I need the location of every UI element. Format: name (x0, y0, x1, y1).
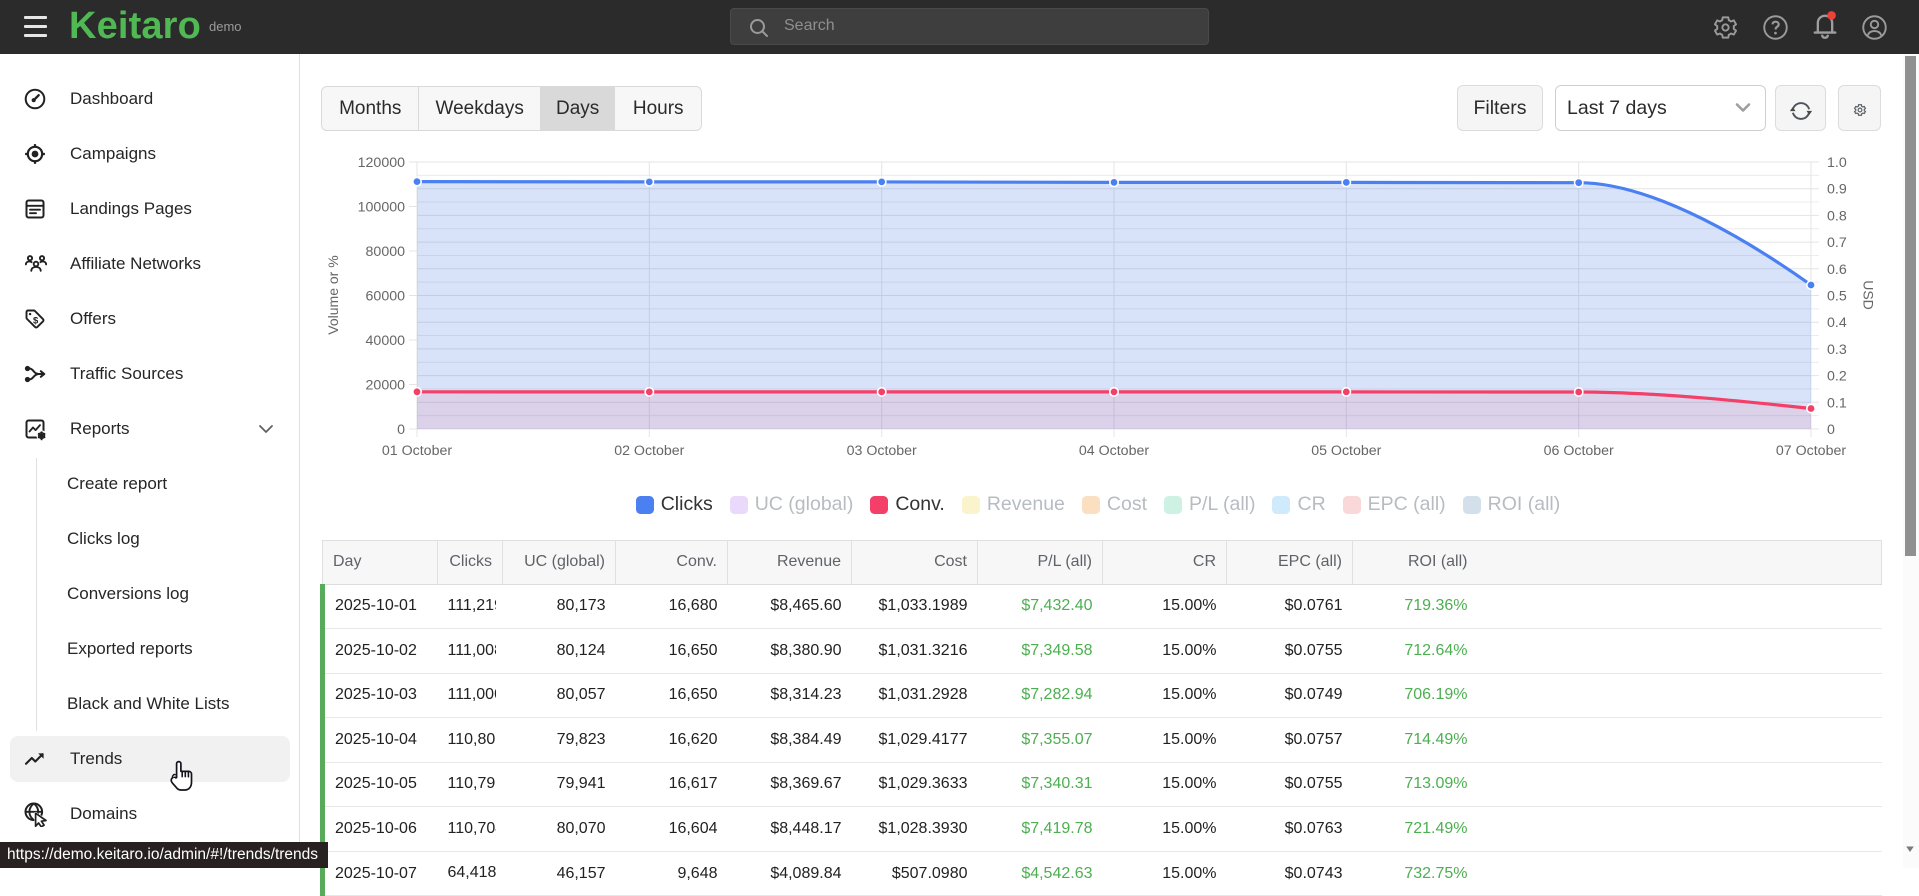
svg-text:06 October: 06 October (1544, 443, 1614, 459)
svg-text:04 October: 04 October (1079, 443, 1149, 459)
svg-text:05 October: 05 October (1311, 443, 1381, 459)
svg-text:0.8: 0.8 (1827, 208, 1847, 224)
svg-text:Volume or %: Volume or % (325, 255, 341, 334)
svg-text:0.9: 0.9 (1827, 182, 1847, 198)
svg-text:40000: 40000 (366, 333, 406, 349)
svg-text:20000: 20000 (366, 378, 406, 394)
svg-text:60000: 60000 (366, 289, 406, 305)
svg-text:0.1: 0.1 (1827, 395, 1847, 411)
svg-text:0.6: 0.6 (1827, 262, 1847, 278)
svg-text:0.4: 0.4 (1827, 315, 1847, 331)
svg-text:0.3: 0.3 (1827, 342, 1847, 358)
svg-text:80000: 80000 (366, 244, 406, 260)
svg-text:0: 0 (1827, 422, 1835, 438)
svg-text:0: 0 (397, 422, 405, 438)
svg-text:$: $ (33, 315, 39, 326)
svg-text:02 October: 02 October (614, 443, 684, 459)
svg-text:07 October: 07 October (1776, 443, 1846, 459)
svg-text:0.5: 0.5 (1827, 289, 1847, 305)
svg-text:1.0: 1.0 (1827, 155, 1847, 171)
svg-text:03 October: 03 October (847, 443, 917, 459)
svg-text:01 October: 01 October (382, 443, 452, 459)
svg-text:100000: 100000 (358, 200, 405, 216)
svg-text:120000: 120000 (358, 155, 405, 171)
svg-text:USD: USD (1861, 280, 1877, 310)
svg-text:0.7: 0.7 (1827, 235, 1847, 251)
svg-text:0.2: 0.2 (1827, 369, 1847, 385)
